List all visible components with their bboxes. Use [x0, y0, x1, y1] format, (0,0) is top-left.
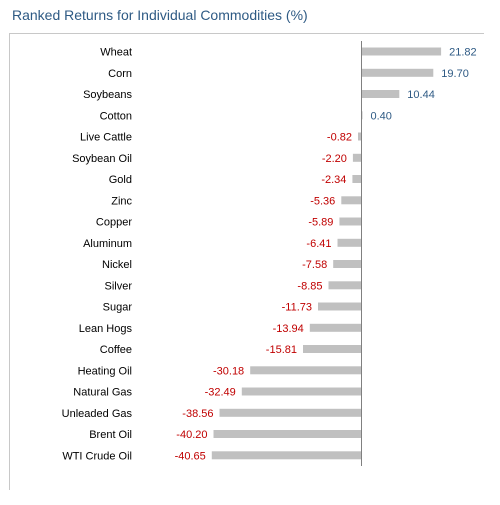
category-label-aluminum: Aluminum: [83, 238, 132, 250]
bar-aluminum: [337, 238, 361, 247]
bar-silver: [328, 281, 361, 290]
value-label-gold: -2.34: [321, 174, 346, 186]
category-label-corn: Corn: [108, 68, 132, 80]
value-label-brent-oil: -40.20: [176, 429, 207, 441]
value-label-heating-oil: -30.18: [213, 365, 244, 377]
bar-copper: [339, 217, 361, 226]
bar-wheat: [361, 47, 442, 56]
bar-live-cattle: [358, 132, 361, 141]
value-labels: 21.82 19.70 10.44 0.40 -0.82 -2.20 -2.34 -5.36 -…: [175, 47, 477, 463]
category-label-silver: Silver: [104, 280, 132, 292]
value-label-coffee: -15.81: [266, 344, 297, 356]
bar-soybean-oil: [352, 153, 361, 162]
value-label-sugar: -11.73: [282, 302, 312, 314]
category-label-natural-gas: Natural Gas: [73, 387, 132, 399]
category-label-copper: Copper: [96, 217, 132, 229]
value-label-wti-crude-oil: -40.65: [175, 450, 206, 462]
category-label-zinc: Zinc: [111, 195, 132, 207]
category-label-gold: Gold: [109, 174, 132, 186]
category-label-soybean-oil: Soybean Oil: [72, 153, 132, 165]
value-label-wheat: 21.82: [449, 47, 477, 59]
value-label-aluminum: -6.41: [306, 238, 331, 250]
bar-nickel: [333, 260, 361, 268]
left-border: [9, 33, 10, 490]
value-label-unleaded-gas: -38.56: [182, 408, 213, 420]
value-label-live-cattle: -0.82: [327, 132, 352, 144]
category-label-soybeans: Soybeans: [83, 89, 132, 101]
bar-corn: [361, 68, 434, 77]
category-label-brent-oil: Brent Oil: [89, 429, 132, 441]
value-label-zinc: -5.36: [310, 195, 335, 207]
value-label-lean-hogs: -13.94: [273, 323, 304, 335]
bar-natural-gas: [241, 387, 361, 396]
category-label-cotton: Cotton: [100, 110, 132, 122]
chart-title: Ranked Returns for Individual Commoditie…: [12, 7, 308, 23]
category-label-unleaded-gas: Unleaded Gas: [62, 408, 133, 420]
category-labels: Wheat Corn Soybeans Cotton Live Cattle Soybea…: [62, 47, 133, 463]
title-divider: [9, 33, 484, 34]
category-label-live-cattle: Live Cattle: [80, 132, 132, 144]
category-label-coffee: Coffee: [100, 344, 132, 356]
bar-wti-crude-oil: [211, 451, 361, 460]
category-label-sugar: Sugar: [103, 302, 133, 314]
category-label-lean-hogs: Lean Hogs: [79, 323, 133, 335]
value-label-soybean-oil: -2.20: [322, 153, 347, 165]
value-label-nickel: -7.58: [302, 259, 327, 271]
bar-heating-oil: [250, 366, 361, 375]
category-label-wti-crude-oil: WTI Crude Oil: [62, 450, 132, 462]
bar-coffee: [303, 345, 361, 353]
value-label-cotton: 0.40: [371, 110, 392, 122]
bar-gold: [352, 175, 361, 183]
bar-unleaded-gas: [219, 408, 361, 417]
bar-brent-oil: [213, 430, 361, 438]
bars-layer: [211, 47, 442, 460]
value-label-corn: 19.70: [441, 68, 469, 80]
bar-soybeans: [361, 90, 400, 98]
value-label-silver: -8.85: [297, 280, 322, 292]
category-label-nickel: Nickel: [102, 259, 132, 271]
category-label-heating-oil: Heating Oil: [78, 365, 132, 377]
value-label-soybeans: 10.44: [407, 89, 435, 101]
bar-sugar: [318, 302, 361, 311]
value-label-natural-gas: -32.49: [205, 387, 236, 399]
value-label-copper: -5.89: [308, 217, 333, 229]
bar-lean-hogs: [309, 323, 361, 332]
bar-zinc: [341, 196, 361, 205]
category-label-wheat: Wheat: [100, 47, 132, 59]
